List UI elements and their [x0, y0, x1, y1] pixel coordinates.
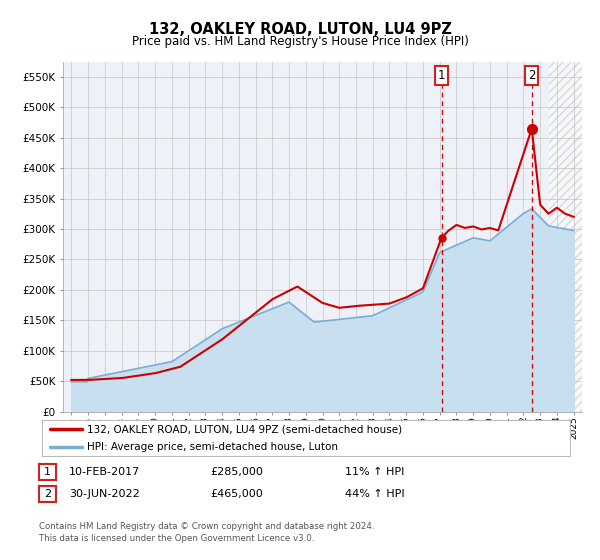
Text: 10-FEB-2017: 10-FEB-2017 — [69, 467, 140, 477]
Text: £285,000: £285,000 — [210, 467, 263, 477]
Text: Price paid vs. HM Land Registry's House Price Index (HPI): Price paid vs. HM Land Registry's House … — [131, 35, 469, 48]
Text: £465,000: £465,000 — [210, 489, 263, 499]
Text: 132, OAKLEY ROAD, LUTON, LU4 9PZ (semi-detached house): 132, OAKLEY ROAD, LUTON, LU4 9PZ (semi-d… — [87, 424, 402, 434]
Text: 2: 2 — [528, 69, 536, 82]
Text: 2: 2 — [44, 489, 51, 499]
Text: 30-JUN-2022: 30-JUN-2022 — [69, 489, 140, 499]
Text: 1: 1 — [438, 69, 445, 82]
Text: HPI: Average price, semi-detached house, Luton: HPI: Average price, semi-detached house,… — [87, 442, 338, 452]
Text: 11% ↑ HPI: 11% ↑ HPI — [345, 467, 404, 477]
Text: 44% ↑ HPI: 44% ↑ HPI — [345, 489, 404, 499]
Text: 1: 1 — [44, 467, 51, 477]
Text: Contains HM Land Registry data © Crown copyright and database right 2024.
This d: Contains HM Land Registry data © Crown c… — [39, 522, 374, 543]
Text: 132, OAKLEY ROAD, LUTON, LU4 9PZ: 132, OAKLEY ROAD, LUTON, LU4 9PZ — [149, 22, 451, 38]
